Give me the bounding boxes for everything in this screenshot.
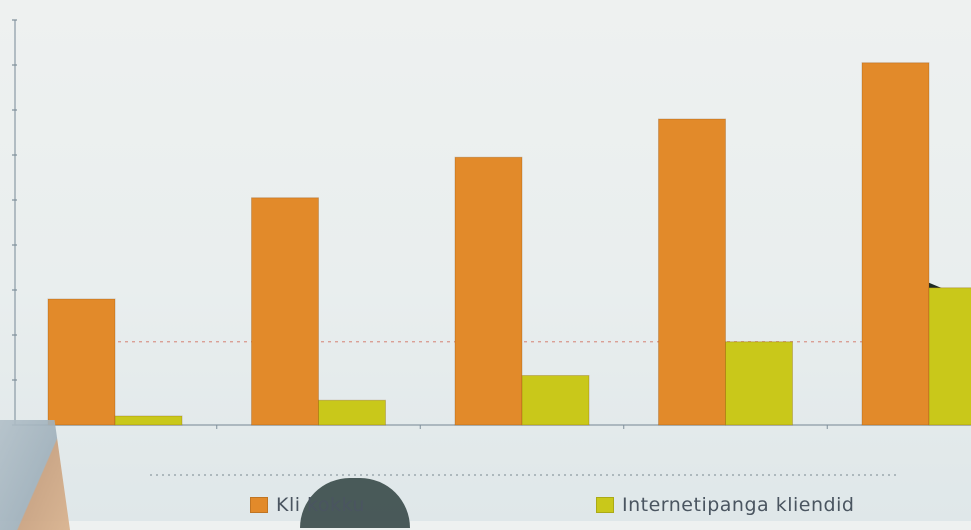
legend-label-internet: Internetipanga kliendid xyxy=(622,494,855,516)
legend-item-internet: Internetipanga kliendid xyxy=(596,494,854,516)
bar-series1-4 xyxy=(658,118,726,426)
bar-series2-1 xyxy=(114,415,183,426)
bar-series1-5 xyxy=(861,62,930,426)
bar-series2-3 xyxy=(521,375,590,426)
bars xyxy=(47,62,971,426)
bar-series1-1 xyxy=(47,298,116,426)
bar-series1-2 xyxy=(251,197,319,426)
bar-series2-5 xyxy=(928,287,971,426)
legend-swatch-internet xyxy=(596,497,614,513)
bar-series2-4 xyxy=(725,341,793,426)
bar-series1-3 xyxy=(454,156,523,426)
legend: Kli kokku Internetipanga kliendid xyxy=(0,494,971,518)
bar-series2-2 xyxy=(318,399,386,426)
legend-item-total: Kli kokku xyxy=(250,494,365,516)
legend-swatch-total xyxy=(250,497,268,513)
legend-label-total: Kli kokku xyxy=(276,494,365,516)
